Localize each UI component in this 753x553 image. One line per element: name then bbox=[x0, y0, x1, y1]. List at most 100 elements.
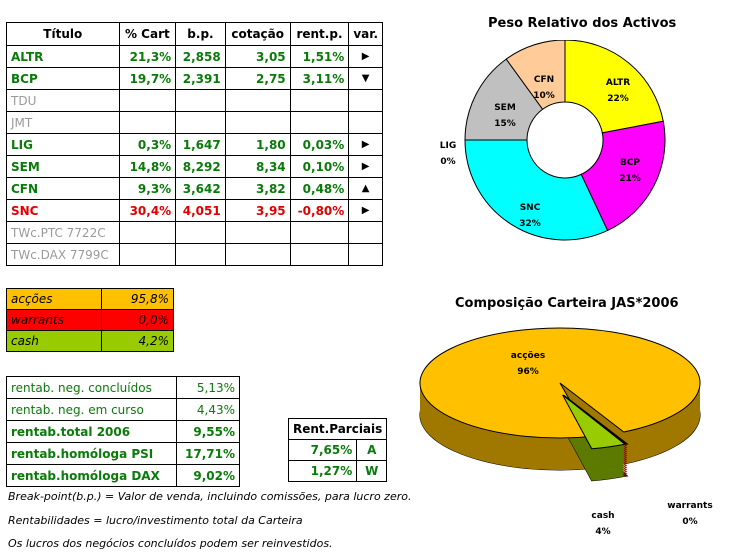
returns-row: rentab.total 2006 9,55% bbox=[6, 420, 241, 443]
pie2-title: Composição Carteira JAS*2006 bbox=[455, 296, 679, 311]
cell-rent: 1,51% bbox=[289, 45, 350, 68]
partial-returns-row: 1,27% W bbox=[287, 460, 388, 482]
table-row[interactable]: TWc.DAX 7799C bbox=[6, 243, 383, 266]
allocation-row: warrants 0,0% bbox=[6, 309, 175, 331]
returns-label: rentab.homóloga DAX bbox=[6, 464, 177, 487]
returns-row: rentab. neg. em curso 4,43% bbox=[6, 398, 241, 421]
cell-rent: 0,03% bbox=[289, 133, 350, 156]
cell-pct: 21,3% bbox=[118, 45, 177, 68]
pie2-pct-0: 96% bbox=[517, 367, 539, 377]
cell-var-arrow bbox=[348, 243, 383, 266]
table-row[interactable]: ALTR 21,3% 2,858 3,05 1,51% ▶ bbox=[6, 45, 383, 68]
allocation-label: warrants bbox=[6, 309, 102, 331]
table-row[interactable]: SEM 14,8% 8,292 8,34 0,10% ▶ bbox=[6, 155, 383, 178]
table-row[interactable]: CFN 9,3% 3,642 3,82 0,48% ▲ bbox=[6, 177, 383, 200]
returns-label: rentab. neg. em curso bbox=[6, 398, 177, 421]
cell-title: TDU bbox=[6, 89, 120, 112]
cell-pct bbox=[118, 111, 177, 134]
pie1-slice-sem bbox=[464, 58, 544, 141]
pie1-label-bcp: BCP bbox=[620, 158, 640, 168]
cell-title: TWc.DAX 7799C bbox=[6, 243, 120, 266]
cell-var-arrow bbox=[348, 221, 383, 244]
allocation-label: acções bbox=[6, 288, 102, 310]
cell-cotacao: 8,34 bbox=[224, 155, 291, 178]
cell-title: SEM bbox=[6, 155, 120, 178]
returns-label: rentab.homóloga PSI bbox=[6, 442, 177, 465]
cell-pct: 9,3% bbox=[118, 177, 177, 200]
portfolio-composition-pie-chart: acções 96% warrants 0% cash 4% bbox=[419, 327, 713, 537]
cell-title: BCP bbox=[6, 67, 120, 90]
cell-title: ALTR bbox=[6, 45, 120, 68]
cell-cotacao bbox=[224, 111, 291, 134]
cell-bp bbox=[175, 111, 226, 134]
cell-pct: 19,7% bbox=[118, 67, 177, 90]
returns-row: rentab. neg. concluídos 5,13% bbox=[6, 376, 241, 399]
cell-cotacao: 1,80 bbox=[224, 133, 291, 156]
cell-var-arrow: ▼ bbox=[348, 67, 383, 90]
table-row[interactable]: LIG 0,3% 1,647 1,80 0,03% ▶ bbox=[6, 133, 383, 156]
col-header-bp[interactable]: b.p. bbox=[175, 22, 226, 46]
pie1-slice-snc bbox=[464, 139, 609, 241]
cell-pct: 0,3% bbox=[118, 133, 177, 156]
pie2-label-0: acções bbox=[511, 351, 545, 361]
cell-bp: 4,051 bbox=[175, 199, 226, 222]
allocation-value: 4,2% bbox=[100, 330, 175, 352]
pie1-pct-bcp: 21% bbox=[619, 174, 641, 184]
pie1-slice-altr bbox=[564, 40, 664, 134]
cell-cotacao: 3,05 bbox=[224, 45, 291, 68]
cell-title: LIG bbox=[6, 133, 120, 156]
cell-pct bbox=[118, 221, 177, 244]
allocation-label: cash bbox=[6, 330, 102, 352]
cell-var-arrow bbox=[348, 89, 383, 112]
cell-rent: -0,80% bbox=[289, 199, 350, 222]
pie1-label-sem: SEM bbox=[494, 103, 516, 113]
pie1-label-lig: LIG bbox=[440, 141, 456, 151]
cell-bp bbox=[175, 243, 226, 266]
cell-var-arrow: ▶ bbox=[348, 199, 383, 222]
col-header-rent[interactable]: rent.p. bbox=[289, 22, 350, 46]
cell-pct bbox=[118, 89, 177, 112]
returns-row: rentab.homóloga PSI 17,71% bbox=[6, 442, 241, 465]
col-header-var[interactable]: var. bbox=[348, 22, 383, 46]
cell-var-arrow: ▶ bbox=[348, 45, 383, 68]
cell-title: TWc.PTC 7722C bbox=[6, 221, 120, 244]
note-lucros: Os lucros dos negócios concluídos podem … bbox=[8, 537, 333, 550]
returns-label: rentab.total 2006 bbox=[6, 420, 177, 443]
partial-returns-row: 7,65% A bbox=[287, 439, 388, 461]
cell-bp: 2,391 bbox=[175, 67, 226, 90]
cell-rent: 3,11% bbox=[289, 67, 350, 90]
partial-returns-table: Rent.Parciais 7,65% A 1,27% W bbox=[287, 418, 388, 482]
allocation-table: acções 95,8% warrants 0,0% cash 4,2% bbox=[6, 288, 175, 352]
pie2-label-2: cash bbox=[591, 511, 614, 521]
allocation-row: cash 4,2% bbox=[6, 330, 175, 352]
cell-bp bbox=[175, 89, 226, 112]
note-rentabilidades: Rentabilidades = lucro/investimento tota… bbox=[8, 514, 303, 527]
pie1-label-altr: ALTR bbox=[606, 78, 630, 88]
returns-row: rentab.homóloga DAX 9,02% bbox=[6, 464, 241, 487]
pie2-slice-warrants bbox=[563, 394, 629, 445]
col-header-pct[interactable]: % Cart bbox=[118, 22, 177, 46]
cell-title: JMT bbox=[6, 111, 120, 134]
table-row[interactable]: BCP 19,7% 2,391 2,75 3,11% ▼ bbox=[6, 67, 383, 90]
note-break-point: Break-point(b.p.) = Valor de venda, incl… bbox=[8, 490, 412, 503]
cell-bp: 2,858 bbox=[175, 45, 226, 68]
cell-var-arrow: ▶ bbox=[348, 133, 383, 156]
pie1-label-cfn: CFN bbox=[534, 75, 554, 85]
cell-title: SNC bbox=[6, 199, 120, 222]
cell-cotacao: 3,95 bbox=[224, 199, 291, 222]
table-row[interactable]: TWc.PTC 7722C bbox=[6, 221, 383, 244]
table-row[interactable]: SNC 30,4% 4,051 3,95 -0,80% ▶ bbox=[6, 199, 383, 222]
col-header-cotacao[interactable]: cotação bbox=[224, 22, 291, 46]
returns-label: rentab. neg. concluídos bbox=[6, 376, 177, 399]
asset-weight-pie-chart: ALTR 22% BCP 21% SNC 32% LIG 0% SEM 15% CFN 10% bbox=[440, 40, 666, 241]
portfolio-header-row: Título % Cart b.p. cotação rent.p. var. bbox=[6, 22, 383, 46]
col-header-title[interactable]: Título bbox=[6, 22, 120, 46]
table-row[interactable]: JMT bbox=[6, 111, 383, 134]
cell-var-arrow: ▶ bbox=[348, 155, 383, 178]
partial-returns-value: 7,65% bbox=[287, 439, 358, 461]
returns-value: 4,43% bbox=[175, 398, 241, 421]
table-row[interactable]: TDU bbox=[6, 89, 383, 112]
cell-cotacao bbox=[224, 243, 291, 266]
pie2-pct-2: 4% bbox=[595, 527, 610, 537]
returns-value: 9,02% bbox=[175, 464, 241, 487]
